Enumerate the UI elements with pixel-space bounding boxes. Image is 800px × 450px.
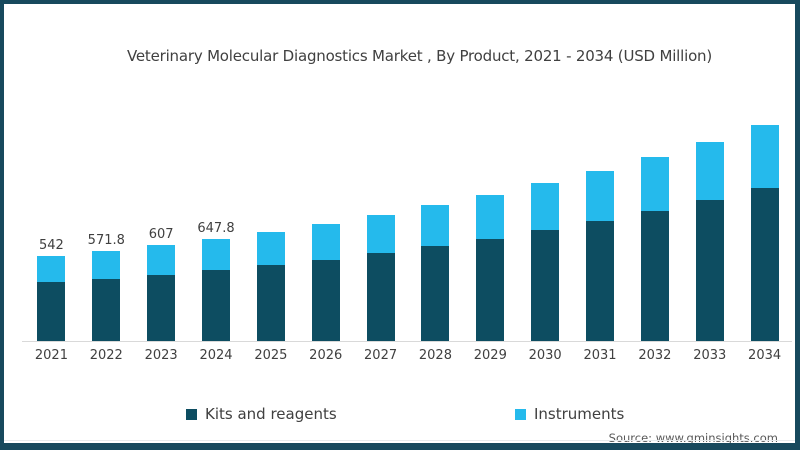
bar-stack-2028 [421, 205, 450, 341]
bar-column-2021: 542 [24, 100, 79, 341]
bar-segment-kits [750, 187, 779, 341]
kits-swatch-icon [186, 408, 197, 420]
bar-segment-instruments [92, 250, 121, 279]
bar-column-2031 [573, 100, 628, 341]
bar-stack-2021 [37, 255, 66, 341]
bar-column-2026 [298, 100, 353, 341]
bar-stack-2023 [147, 245, 176, 341]
bar-column-2025 [243, 100, 298, 341]
bar-segment-kits [147, 274, 176, 341]
x-tick-label-2025: 2025 [254, 348, 288, 363]
bar-segment-instruments [531, 183, 560, 231]
plot-area: 542 571.8 607 647.8 [24, 100, 792, 341]
bar-segment-instruments [695, 141, 724, 200]
chart-title: Veterinary Molecular Diagnostics Market … [126, 47, 713, 65]
bar-segment-kits [586, 221, 615, 341]
x-tick-label-2031: 2031 [583, 348, 617, 363]
bar-column-2033 [682, 100, 737, 341]
bar-segment-instruments [147, 245, 176, 275]
bar-segment-kits [311, 259, 340, 341]
bar-segment-instruments [750, 124, 779, 188]
bar-segment-kits [421, 246, 450, 341]
bar-segment-kits [256, 265, 285, 341]
bar-column-2029 [463, 100, 518, 341]
bar-stack-2025 [256, 231, 285, 341]
bar-segment-kits [37, 282, 66, 341]
bar-stack-2031 [586, 170, 615, 341]
bar-column-2022: 571.8 [79, 100, 134, 341]
instruments-swatch-icon [515, 408, 526, 420]
bar-column-2024: 647.8 [189, 100, 244, 341]
legend-item-instruments: Instruments [515, 405, 624, 423]
bar-column-2032 [627, 100, 682, 341]
bar-segment-instruments [476, 194, 505, 239]
x-tick-label-2021: 2021 [34, 348, 68, 363]
x-tick-label-2032: 2032 [638, 348, 672, 363]
bar-segment-kits [92, 278, 121, 341]
bar-segment-instruments [586, 170, 615, 221]
bar-column-2030 [518, 100, 573, 341]
x-tick-label-2022: 2022 [89, 348, 123, 363]
source-credit: Source: www.gminsights.com [608, 431, 778, 445]
legend-label-instruments: Instruments [534, 405, 625, 423]
bar-total-label: 542 [39, 237, 64, 253]
x-axis-labels: 2021 2022 2023 2024 2025 2026 2027 2028 2029 2030… [24, 348, 792, 363]
bar-segment-instruments [366, 214, 395, 254]
bar-column-2023: 607 [134, 100, 189, 341]
x-tick-label-2034: 2034 [748, 348, 782, 363]
x-tick-label-2029: 2029 [473, 348, 507, 363]
bar-segment-kits [695, 199, 724, 341]
legend-label-kits: Kits and reagents [205, 405, 337, 423]
bar-total-label: 607 [148, 227, 174, 243]
bar-stack-2034 [750, 124, 779, 341]
bar-segment-kits [640, 210, 669, 341]
bar-total-label: 647.8 [197, 220, 235, 236]
x-tick-label-2030: 2030 [528, 348, 562, 363]
bar-stack-2024 [202, 238, 230, 341]
x-tick-label-2024: 2024 [199, 348, 233, 363]
bar-stack-2027 [366, 214, 395, 341]
bar-stack-2032 [640, 156, 669, 341]
bar-stack-2033 [695, 141, 724, 341]
bar-segment-instruments [256, 231, 285, 266]
x-axis-line [22, 341, 792, 342]
bar-segment-instruments [37, 255, 66, 282]
x-tick-label-2027: 2027 [364, 348, 398, 363]
x-tick-label-2028: 2028 [418, 348, 452, 363]
bar-column-2034 [737, 100, 792, 341]
legend-item-kits: Kits and reagents [186, 405, 337, 423]
inner-edge-line [4, 440, 795, 441]
bar-total-label: 571.8 [87, 232, 125, 248]
bar-column-2027 [353, 100, 408, 341]
bar-stack-2030 [531, 183, 560, 341]
x-tick-label-2033: 2033 [693, 348, 727, 363]
bar-segment-instruments [202, 238, 230, 271]
bar-stack-2022 [92, 250, 121, 341]
bar-segment-kits [366, 253, 395, 341]
bar-segment-kits [531, 230, 560, 341]
bar-segment-kits [476, 238, 505, 341]
bar-column-2028 [408, 100, 463, 341]
bar-segment-instruments [421, 205, 450, 247]
bar-segment-instruments [640, 156, 669, 211]
x-tick-label-2026: 2026 [309, 348, 343, 363]
bar-stack-2026 [311, 223, 340, 341]
x-tick-label-2023: 2023 [144, 348, 178, 363]
bar-segment-kits [202, 270, 230, 341]
bar-segment-instruments [311, 223, 340, 260]
bar-stack-2029 [476, 194, 505, 341]
